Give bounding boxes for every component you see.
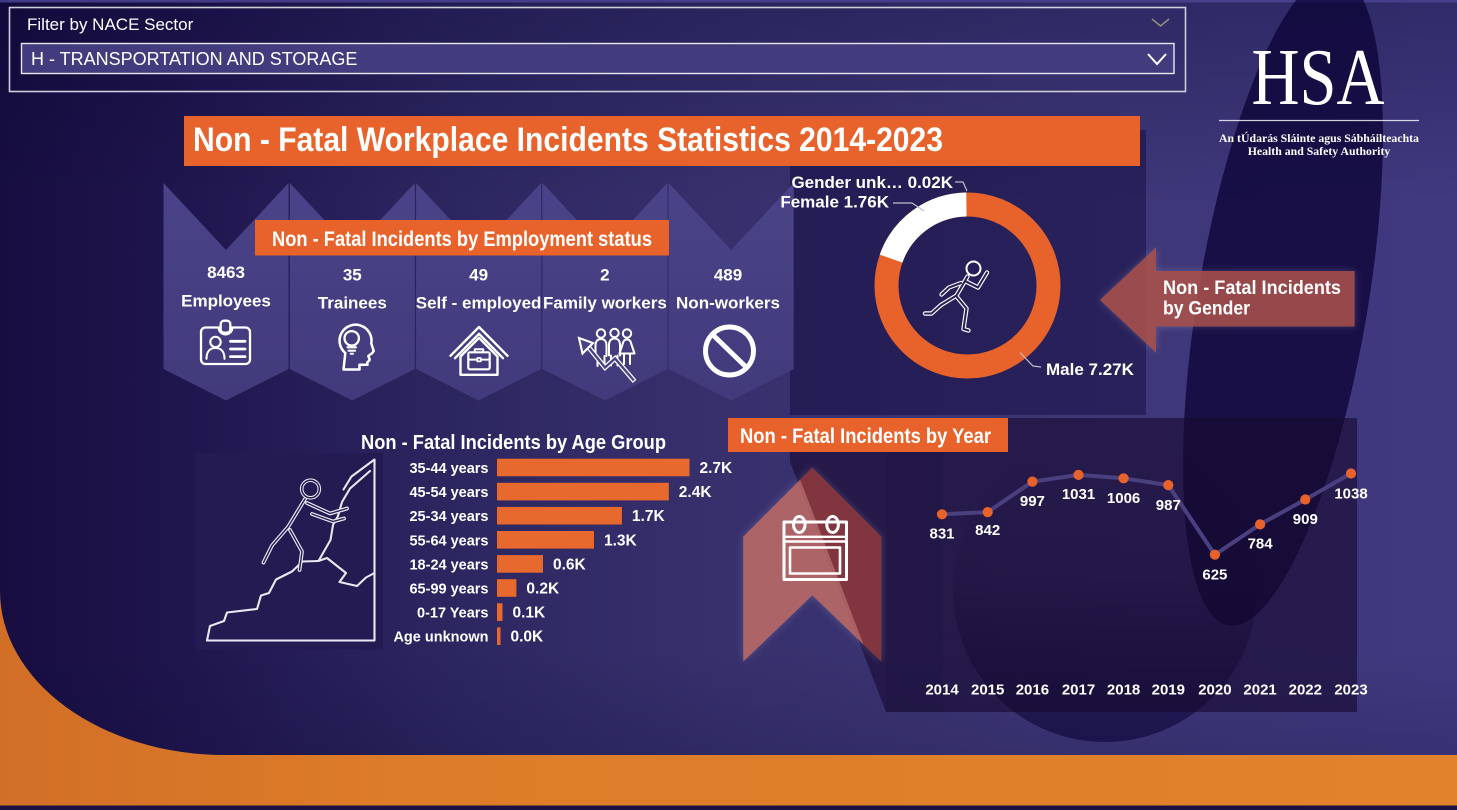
svg-text:Family workers: Family workers	[543, 294, 667, 313]
svg-text:by Gender: by Gender	[1163, 298, 1250, 320]
svg-text:HSA: HSA	[1252, 34, 1385, 122]
svg-text:987: 987	[1156, 497, 1181, 514]
svg-text:49: 49	[469, 266, 488, 285]
svg-text:0-17 Years: 0-17 Years	[417, 606, 489, 622]
svg-text:Female 1.76K: Female 1.76K	[780, 193, 889, 212]
svg-text:25-34 years: 25-34 years	[409, 509, 488, 525]
svg-text:18-24 years: 18-24 years	[409, 557, 488, 573]
svg-text:2020: 2020	[1198, 682, 1231, 699]
svg-text:1031: 1031	[1062, 486, 1095, 503]
svg-text:An tÚdarás Sláinte agus Sábhái: An tÚdarás Sláinte agus Sábháilteachta	[1219, 131, 1419, 145]
svg-text:2017: 2017	[1062, 682, 1095, 699]
svg-text:2.4K: 2.4K	[679, 484, 713, 501]
svg-text:35: 35	[343, 266, 362, 285]
svg-text:Health and Safety Authority: Health and Safety Authority	[1248, 144, 1391, 158]
svg-text:1.7K: 1.7K	[632, 508, 666, 525]
svg-text:H - TRANSPORTATION AND STORAGE: H - TRANSPORTATION AND STORAGE	[31, 49, 357, 69]
svg-text:2018: 2018	[1107, 682, 1140, 699]
svg-text:Trainees: Trainees	[318, 294, 387, 313]
svg-text:45-54 years: 45-54 years	[409, 485, 488, 501]
svg-text:2016: 2016	[1016, 682, 1049, 699]
svg-text:784: 784	[1248, 536, 1274, 553]
svg-text:Employees: Employees	[181, 292, 271, 311]
svg-text:2023: 2023	[1334, 682, 1367, 699]
svg-text:831: 831	[929, 526, 954, 543]
svg-text:35-44 years: 35-44 years	[409, 461, 488, 477]
svg-text:625: 625	[1202, 567, 1227, 584]
svg-text:1006: 1006	[1107, 490, 1140, 507]
svg-text:Non - Fatal Incidents by Age G: Non - Fatal Incidents by Age Group	[361, 431, 666, 454]
svg-text:Non - Fatal Incidents by Year: Non - Fatal Incidents by Year	[740, 425, 991, 448]
svg-text:2.7K: 2.7K	[700, 460, 734, 477]
svg-text:Filter by NACE Sector: Filter by NACE Sector	[27, 15, 194, 34]
svg-text:0.1K: 0.1K	[513, 605, 547, 622]
svg-text:Self - employed: Self - employed	[416, 294, 542, 313]
svg-text:Age unknown: Age unknown	[393, 630, 488, 646]
svg-text:2022: 2022	[1289, 682, 1322, 699]
svg-text:55-64 years: 55-64 years	[409, 533, 488, 549]
svg-text:997: 997	[1020, 493, 1045, 510]
svg-text:489: 489	[714, 266, 742, 285]
svg-text:2015: 2015	[971, 682, 1004, 699]
svg-text:Non - Fatal Incidents: Non - Fatal Incidents	[1163, 277, 1341, 299]
svg-text:Gender unk… 0.02K: Gender unk… 0.02K	[791, 173, 953, 192]
svg-text:1038: 1038	[1334, 486, 1367, 503]
svg-text:909: 909	[1293, 511, 1318, 528]
svg-text:2019: 2019	[1152, 682, 1185, 699]
svg-text:2021: 2021	[1243, 682, 1276, 699]
svg-text:Non - Fatal Incidents by Emplo: Non - Fatal Incidents by Employment stat…	[272, 227, 652, 251]
svg-text:2014: 2014	[925, 682, 959, 699]
svg-text:0.6K: 0.6K	[553, 556, 587, 573]
svg-text:Non - Fatal Workplace Incident: Non - Fatal Workplace Incidents Statisti…	[193, 121, 943, 159]
svg-text:0.0K: 0.0K	[511, 629, 545, 646]
svg-text:842: 842	[975, 522, 1000, 539]
svg-text:2: 2	[600, 266, 609, 285]
svg-text:Non-workers: Non-workers	[676, 294, 780, 313]
svg-text:0.2K: 0.2K	[526, 581, 560, 598]
svg-text:1.3K: 1.3K	[604, 532, 638, 549]
svg-text:8463: 8463	[207, 263, 245, 282]
svg-text:Male 7.27K: Male 7.27K	[1046, 360, 1135, 379]
svg-text:65-99 years: 65-99 years	[409, 582, 488, 598]
